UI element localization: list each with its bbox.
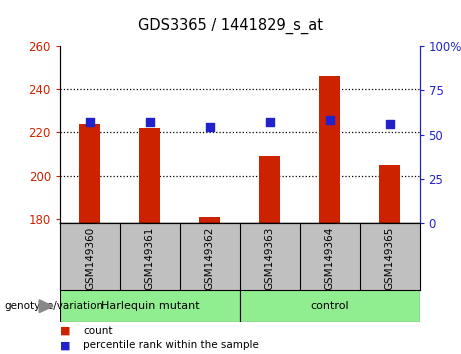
Point <box>386 121 393 127</box>
Text: GSM149362: GSM149362 <box>205 227 215 290</box>
Text: GSM149360: GSM149360 <box>85 227 95 290</box>
Bar <box>139 128 160 223</box>
Bar <box>79 124 100 223</box>
Text: GDS3365 / 1441829_s_at: GDS3365 / 1441829_s_at <box>138 18 323 34</box>
Text: GSM149365: GSM149365 <box>384 227 395 290</box>
Point <box>86 119 94 125</box>
Text: count: count <box>83 326 112 336</box>
Bar <box>60 290 240 322</box>
Text: GSM149361: GSM149361 <box>145 227 155 290</box>
Bar <box>199 217 220 223</box>
Bar <box>319 76 340 223</box>
Text: ■: ■ <box>60 326 71 336</box>
Text: genotype/variation: genotype/variation <box>5 301 104 311</box>
Bar <box>240 290 420 322</box>
Text: percentile rank within the sample: percentile rank within the sample <box>83 340 259 350</box>
Point <box>206 125 213 130</box>
Text: control: control <box>310 301 349 311</box>
Text: ■: ■ <box>60 340 71 350</box>
Point <box>326 118 333 123</box>
Bar <box>259 156 280 223</box>
Point <box>266 119 273 125</box>
Bar <box>379 165 400 223</box>
Point <box>146 119 154 125</box>
Text: Harlequin mutant: Harlequin mutant <box>100 301 199 311</box>
Text: GSM149364: GSM149364 <box>325 227 335 290</box>
Text: GSM149363: GSM149363 <box>265 227 275 290</box>
